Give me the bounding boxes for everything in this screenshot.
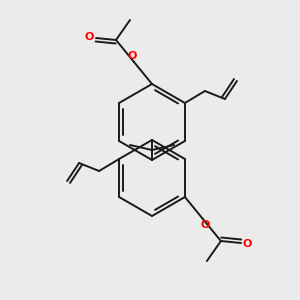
Text: O: O: [127, 51, 137, 61]
Text: O: O: [85, 32, 94, 42]
Text: O: O: [243, 239, 252, 249]
Text: O: O: [200, 220, 210, 230]
